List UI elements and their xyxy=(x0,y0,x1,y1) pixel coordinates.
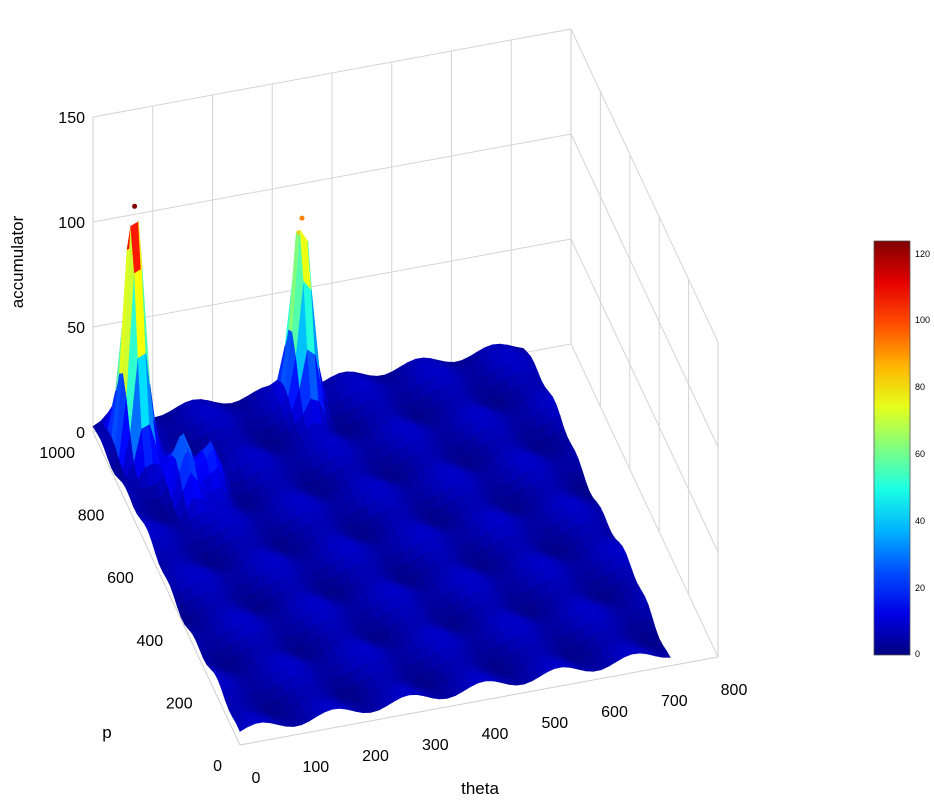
colorbar-gradient xyxy=(873,240,911,656)
y-axis-ticks: 0 200 400 600 800 1000 xyxy=(39,445,222,775)
axis-edge xyxy=(239,656,719,746)
x-axis-label: theta xyxy=(461,779,499,798)
y-tick-label: 1000 xyxy=(39,445,75,462)
grid-line xyxy=(570,238,719,553)
x-tick-label: 300 xyxy=(422,737,449,754)
y-axis-label: p xyxy=(102,723,111,742)
grid-line xyxy=(570,28,719,343)
x-tick-label: 0 xyxy=(252,770,261,787)
z-tick-label: 50 xyxy=(67,320,85,337)
surface-peak xyxy=(182,448,188,454)
surface-peaks xyxy=(132,203,305,457)
colorbar-tick-label: 100 xyxy=(915,315,930,325)
colorbar: 0 20 40 60 80 100 120 xyxy=(873,240,930,659)
x-axis-ticks: 0 100 200 300 400 500 600 700 800 xyxy=(252,682,748,787)
grid-line xyxy=(570,343,719,658)
x-tick-label: 700 xyxy=(661,693,688,710)
colorbar-tick-label: 60 xyxy=(915,449,925,459)
surface-peak xyxy=(132,203,138,209)
axes-grid xyxy=(92,28,719,746)
z-axis-label: accumulator xyxy=(8,215,27,308)
surface-peak xyxy=(209,451,215,457)
y-tick-label: 600 xyxy=(107,570,134,587)
z-tick-label: 100 xyxy=(58,215,85,232)
y-tick-label: 800 xyxy=(78,508,105,525)
accumulator-surface xyxy=(92,221,671,732)
surface-peak xyxy=(299,215,305,221)
x-tick-label: 100 xyxy=(302,759,329,776)
colorbar-tick-label: 20 xyxy=(915,583,925,593)
z-tick-label: 0 xyxy=(76,425,85,442)
colorbar-tick-label: 0 xyxy=(915,649,920,659)
colorbar-tick-label: 40 xyxy=(915,516,925,526)
surface-cell xyxy=(658,650,671,658)
x-tick-label: 200 xyxy=(362,748,389,765)
axis-edge xyxy=(92,431,241,746)
x-tick-label: 400 xyxy=(482,726,509,743)
colorbar-tick-label: 120 xyxy=(915,249,930,259)
z-axis-ticks: 0 50 100 150 xyxy=(58,110,85,442)
y-tick-label: 400 xyxy=(136,633,163,650)
x-tick-label: 500 xyxy=(541,715,568,732)
y-tick-label: 200 xyxy=(166,695,193,712)
colorbar-tick-label: 80 xyxy=(915,382,925,392)
x-tick-label: 800 xyxy=(721,682,748,699)
grid-line xyxy=(570,133,719,448)
y-tick-label: 0 xyxy=(213,758,222,775)
z-tick-label: 150 xyxy=(58,110,85,127)
x-tick-label: 600 xyxy=(601,704,628,721)
